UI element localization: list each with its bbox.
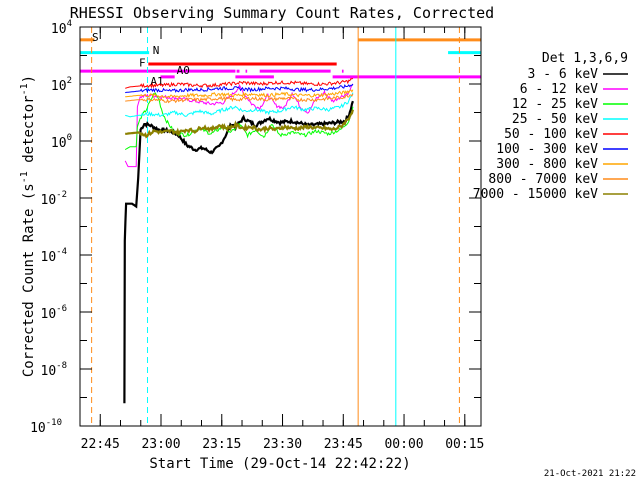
x-axis-label: Start Time (29-Oct-14 22:42:22) xyxy=(149,456,410,472)
legend-entry-label: 12 - 25 keV xyxy=(512,97,598,112)
chart-title: RHESSI Observing Summary Count Rates, Co… xyxy=(70,4,494,22)
legend-entry-label: 50 - 100 keV xyxy=(504,127,598,142)
x-tick-label: 22:45 xyxy=(81,437,120,452)
y-axis-label-sup1: -1 xyxy=(19,171,30,183)
vertical-markers xyxy=(91,27,460,426)
series-line-0 xyxy=(123,100,354,404)
y-axis-ticks: 104 102 100 10-2 10-4 10-6 10-8 10-10 xyxy=(30,19,481,436)
legend-entry-label: 7000 - 15000 keV xyxy=(473,187,598,202)
flag-label-a1: A1 xyxy=(150,75,163,88)
flag-label-f: F xyxy=(139,57,146,70)
y-tick-label: 10-2 xyxy=(41,190,68,208)
series-line-8 xyxy=(125,109,354,139)
legend-entry-label: 800 - 7000 keV xyxy=(488,172,598,187)
y-tick-label: 102 xyxy=(51,76,72,94)
series-lines xyxy=(123,77,354,404)
legend-entry-label: 25 - 50 keV xyxy=(512,112,598,127)
x-tick-label: 00:15 xyxy=(445,437,484,452)
x-axis-ticks: 22:45 23:00 23:15 23:30 23:45 00:00 00:15 xyxy=(79,27,484,452)
y-tick-label: 104 xyxy=(51,19,72,37)
x-tick-label: 23:15 xyxy=(202,437,241,452)
series-line-7 xyxy=(125,93,354,104)
series-line-6 xyxy=(125,89,354,99)
legend-entry-label: 100 - 300 keV xyxy=(496,142,598,157)
y-tick-label: 10-8 xyxy=(41,361,68,379)
flag-label-n: N xyxy=(153,44,160,57)
x-tick-label: 23:45 xyxy=(324,437,363,452)
series-line-3 xyxy=(125,92,354,118)
flag-label-s: S xyxy=(92,31,99,44)
plot-frame xyxy=(79,26,482,427)
legend-entry-label: 300 - 800 keV xyxy=(496,157,598,172)
y-tick-label: 100 xyxy=(51,133,72,151)
flag-labels: S NF A0 A1 xyxy=(92,31,190,88)
y-axis-label: Corrected Count Rate (s-1 detector-1) xyxy=(19,75,37,377)
flag-label-a0: A0 xyxy=(177,64,190,77)
y-tick-label: 10-6 xyxy=(41,304,68,322)
x-tick-label: 23:30 xyxy=(263,437,302,452)
legend-entry-label: 6 - 12 keV xyxy=(520,82,598,97)
y-axis-label-sup2: -1 xyxy=(19,83,30,95)
y-axis-label-mid: detector xyxy=(21,95,37,171)
x-tick-label: 23:00 xyxy=(141,437,180,452)
y-tick-label: 10-10 xyxy=(30,418,62,436)
y-tick-label: 10-4 xyxy=(41,247,68,265)
series-line-5 xyxy=(125,83,354,94)
footer-date: 21-Oct-2021 21:22 xyxy=(544,469,636,479)
legend-title: Det 1,3,6,9 xyxy=(542,51,628,66)
legend-entry-label: 3 - 6 keV xyxy=(528,67,599,82)
series-line-4 xyxy=(125,77,354,89)
x-tick-label: 00:00 xyxy=(384,437,423,452)
y-axis-label-end: ) xyxy=(21,75,37,83)
y-axis-label-main: Corrected Count Rate (s xyxy=(21,183,37,377)
